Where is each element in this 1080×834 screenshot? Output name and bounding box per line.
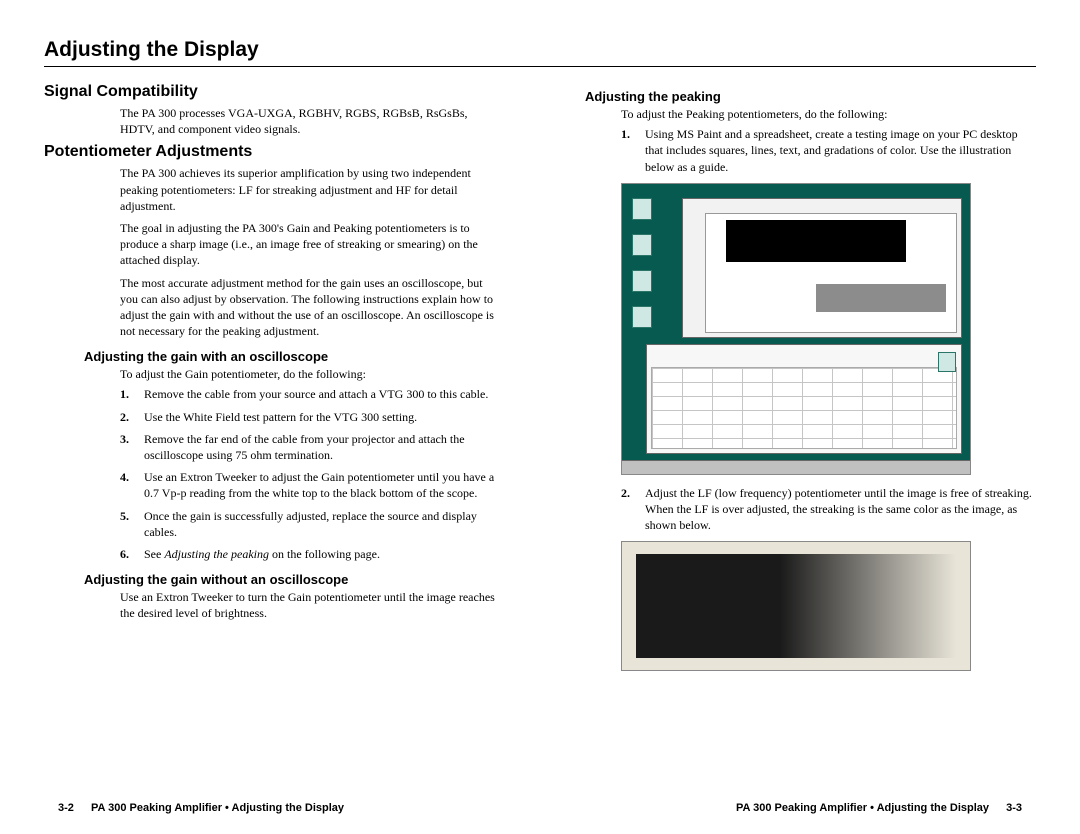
footer-left: 3-2 PA 300 Peaking Amplifier • Adjusting… [44,802,344,814]
desktop-icon [632,306,652,328]
desktop-icon [632,270,652,292]
content-columns: Signal Compatibility The PA 300 processe… [44,79,1036,671]
pot-p1: The PA 300 achieves its superior amplifi… [120,165,495,214]
page-num-left: 3-2 [58,802,74,814]
list-item: 5.Once the gain is successfully adjusted… [120,508,495,540]
list-item: 1.Using MS Paint and a spreadsheet, crea… [621,126,1036,175]
desktop-icon [632,234,652,256]
gain-with-list: 1.Remove the cable from your source and … [120,386,495,562]
footer-right: PA 300 Peaking Amplifier • Adjusting the… [736,802,1036,814]
pot-p3: The most accurate adjustment method for … [120,275,495,340]
gain-with-intro: To adjust the Gain potentiometer, do the… [120,366,495,382]
gain-without-text: Use an Extron Tweeker to turn the Gain p… [120,589,495,621]
desktop-icon [632,198,652,220]
black-rect [726,220,906,262]
footer-left-text: PA 300 Peaking Amplifier • Adjusting the… [91,802,344,814]
figure-desktop-test-image [621,183,971,475]
gain-with-heading: Adjusting the gain with an oscilloscope [84,349,495,364]
signal-text: The PA 300 processes VGA-UXGA, RGBHV, RG… [120,105,495,137]
peak-heading: Adjusting the peaking [585,89,1036,104]
recycle-bin-icon [938,352,956,372]
list-item: 2.Use the White Field test pattern for t… [120,409,495,425]
peak-intro: To adjust the Peaking potentiometers, do… [621,106,1036,122]
gray-rect [816,284,946,312]
item6-pre: See [144,547,164,561]
list-item: 3.Remove the far end of the cable from y… [120,431,495,463]
item6-italic: Adjusting the peaking [164,547,269,561]
gain-without-heading: Adjusting the gain without an oscillosco… [84,572,495,587]
peak-list-2: 2.Adjust the LF (low frequency) potentio… [621,485,1036,534]
left-column: Signal Compatibility The PA 300 processe… [44,79,495,671]
list-item: 2.Adjust the LF (low frequency) potentio… [621,485,1036,534]
item6-post: on the following page. [269,547,380,561]
right-column: Adjusting the peaking To adjust the Peak… [585,79,1036,671]
list-item: 4.Use an Extron Tweeker to adjust the Ga… [120,469,495,501]
signal-heading: Signal Compatibility [44,83,495,101]
figure-streaking-gradient [621,541,971,671]
pot-p2: The goal in adjusting the PA 300's Gain … [120,220,495,269]
list-item: 1.Remove the cable from your source and … [120,386,495,402]
footer-right-text: PA 300 Peaking Amplifier • Adjusting the… [736,802,989,814]
peak-list: 1.Using MS Paint and a spreadsheet, crea… [621,126,1036,175]
paint-canvas [705,213,957,333]
page-num-right: 3-3 [1006,802,1022,814]
spreadsheet-grid [651,367,957,449]
page-title: Adjusting the Display [44,38,1036,67]
paint-window [682,198,962,338]
list-item: 6. See Adjusting the peaking on the foll… [120,546,495,562]
pot-heading: Potentiometer Adjustments [44,143,495,161]
taskbar [622,460,970,474]
spreadsheet-window [646,344,962,454]
gradient-box [636,554,956,658]
footer: 3-2 PA 300 Peaking Amplifier • Adjusting… [44,802,1036,814]
